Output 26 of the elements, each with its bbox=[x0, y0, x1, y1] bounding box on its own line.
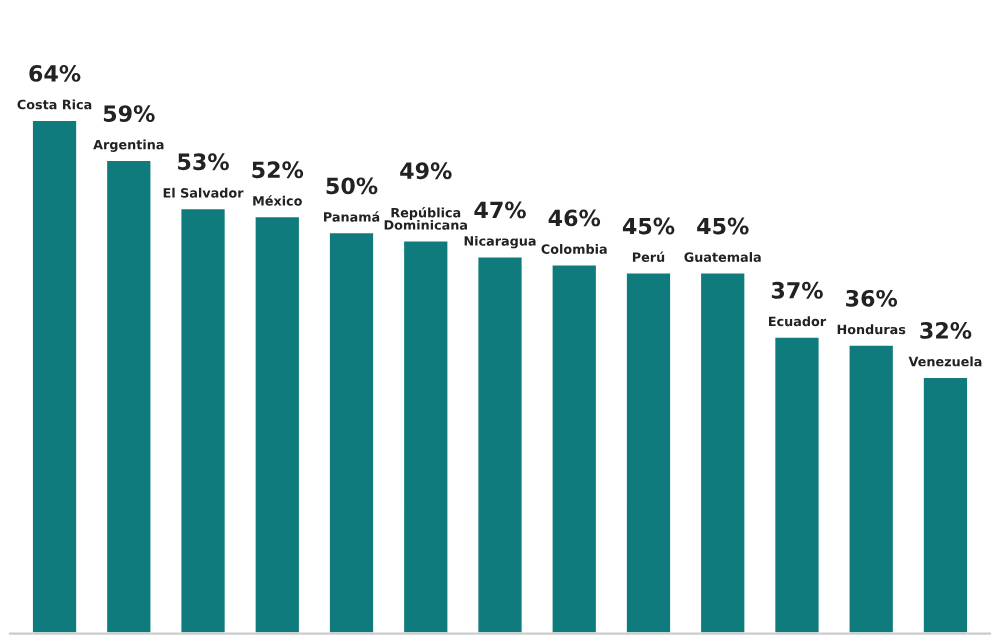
data-label: 53% bbox=[178, 153, 229, 171]
bar bbox=[252, 214, 302, 634]
data-label: 45% bbox=[697, 217, 749, 235]
data-label: 50% bbox=[326, 177, 378, 195]
data-label: 45% bbox=[622, 217, 675, 235]
data-label: 49% bbox=[400, 162, 452, 180]
bar bbox=[549, 262, 599, 634]
bar bbox=[401, 238, 451, 634]
data-label: 32% bbox=[920, 322, 972, 339]
data-label: 37% bbox=[771, 281, 823, 299]
bar bbox=[921, 375, 970, 634]
data-label: 64% bbox=[29, 64, 81, 82]
bar bbox=[624, 270, 673, 634]
bar bbox=[178, 206, 228, 634]
bar bbox=[772, 335, 822, 634]
bar bbox=[698, 270, 748, 634]
data-label: 46% bbox=[548, 209, 601, 227]
bar bbox=[327, 230, 376, 634]
bar bbox=[475, 254, 525, 634]
data-label: 36% bbox=[846, 289, 898, 307]
data-label: 52% bbox=[252, 161, 304, 179]
bar bbox=[846, 343, 896, 634]
data-label: 47% bbox=[474, 201, 526, 219]
bar bbox=[104, 158, 154, 634]
bar bbox=[30, 118, 79, 634]
data-label: 59% bbox=[103, 105, 155, 122]
